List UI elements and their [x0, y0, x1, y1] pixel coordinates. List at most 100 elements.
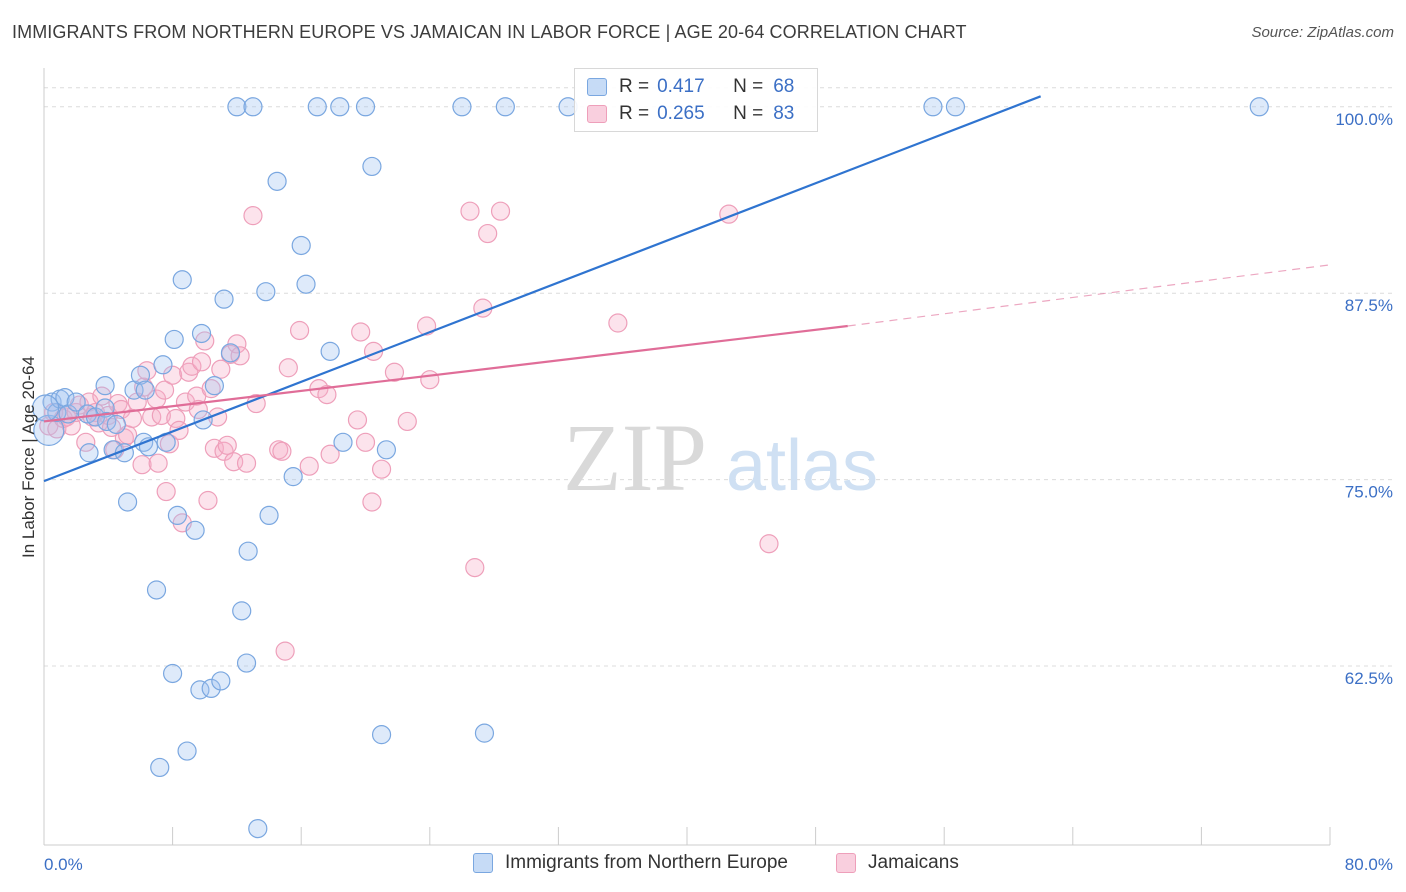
data-point-northern-europe	[106, 414, 126, 435]
data-point-northern-europe	[452, 97, 472, 117]
legend-item-label: Immigrants from Northern Europe	[505, 852, 788, 873]
legend-row-northern-europe: R = 0.417 N = 68	[587, 74, 794, 100]
data-point-jamaicans	[384, 362, 405, 382]
trend-line-northern-europe	[43, 95, 1042, 483]
legend-swatch-pink	[587, 105, 607, 123]
data-point-jamaicans	[460, 201, 480, 221]
trend-lines	[43, 95, 1331, 483]
data-point-northern-europe	[185, 520, 205, 540]
trend-extension-jamaicans	[847, 264, 1331, 327]
data-point-northern-europe	[474, 723, 495, 743]
data-point-northern-europe	[204, 376, 224, 396]
data-point-jamaicans	[76, 432, 96, 452]
data-point-northern-europe	[333, 432, 353, 452]
data-point-northern-europe	[153, 355, 173, 375]
data-point-jamaicans	[132, 455, 152, 475]
data-point-northern-europe	[214, 289, 234, 309]
data-point-northern-europe	[236, 653, 257, 673]
data-point-jamaicans	[317, 385, 337, 405]
data-point-jamaicans	[608, 313, 628, 333]
data-point-jamaicans	[191, 352, 212, 372]
data-point-jamaicans	[289, 320, 310, 341]
data-point-jamaicans	[420, 370, 440, 390]
data-point-northern-europe	[495, 97, 515, 117]
data-point-northern-europe	[945, 97, 966, 117]
data-point-northern-europe	[307, 97, 327, 117]
data-point-northern-europe	[191, 323, 212, 344]
legend-item-northern-europe: Immigrants from Northern Europe	[473, 852, 788, 874]
legend-r-label: R =	[619, 103, 650, 124]
data-point-jamaicans	[148, 453, 168, 473]
data-point-jamaicans	[211, 359, 231, 379]
stats-legend: R = 0.417 N = 68 R = 0.265 N = 83	[574, 68, 818, 132]
data-point-jamaicans	[217, 435, 237, 455]
data-point-jamaicans	[201, 379, 221, 399]
legend-r-value: 0.265	[657, 103, 705, 124]
data-point-northern-europe	[232, 601, 252, 621]
data-point-jamaicans	[159, 434, 179, 454]
data-point-northern-europe	[330, 97, 350, 117]
data-point-jamaicans	[243, 206, 263, 226]
data-point-jamaicans	[362, 492, 382, 512]
y-tick-label: 87.5%	[1345, 296, 1393, 315]
legend-item-label: Jamaicans	[868, 852, 959, 873]
data-point-jamaicans	[163, 365, 183, 385]
data-point-jamaicans	[351, 322, 371, 342]
data-point-northern-europe	[296, 274, 316, 294]
data-point-jamaicans	[465, 558, 485, 578]
chart-title: IMMIGRANTS FROM NORTHERN EUROPE VS JAMAI…	[12, 22, 967, 42]
y-axis-label: In Labor Force | Age 20-64	[19, 356, 38, 558]
data-point-jamaicans	[156, 481, 176, 502]
data-point-jamaicans	[179, 362, 199, 382]
data-point-jamaicans	[759, 534, 779, 554]
data-point-northern-europe	[238, 541, 258, 561]
data-point-jamaicans	[236, 453, 257, 473]
x-tick-label-max: 80.0%	[1345, 855, 1393, 874]
data-point-northern-europe	[117, 492, 138, 512]
data-point-northern-europe	[320, 341, 340, 361]
data-point-northern-europe	[172, 270, 192, 290]
data-point-jamaicans	[478, 223, 498, 244]
data-point-jamaicans	[355, 432, 376, 452]
data-point-jamaicans	[166, 408, 186, 429]
data-point-jamaicans	[269, 440, 289, 460]
data-point-northern-europe	[220, 343, 241, 363]
data-point-jamaicans	[320, 444, 340, 464]
data-point-northern-europe	[355, 97, 376, 117]
data-point-northern-europe	[371, 725, 392, 745]
watermark-atlas: atlas	[726, 426, 878, 506]
x-tick-label-min: 0.0%	[44, 855, 83, 874]
data-point-northern-europe	[248, 818, 268, 839]
data-point-jamaicans	[214, 441, 234, 461]
data-point-northern-europe	[167, 505, 188, 526]
legend-swatch-pink	[836, 853, 856, 873]
data-point-northern-europe	[55, 387, 75, 408]
data-point-jamaicans	[188, 399, 208, 420]
data-point-northern-europe	[243, 97, 263, 117]
data-point-northern-europe	[150, 757, 170, 778]
data-point-northern-europe	[146, 580, 167, 600]
data-point-northern-europe	[163, 663, 183, 684]
legend-swatch-blue	[587, 78, 607, 96]
legend-n-label: N =	[733, 103, 764, 124]
data-point-northern-europe	[283, 467, 303, 487]
data-point-northern-europe	[79, 443, 99, 463]
data-point-northern-europe	[267, 171, 287, 191]
legend-n-label: N =	[733, 76, 764, 97]
legend-item-jamaicans: Jamaicans	[836, 852, 959, 874]
data-point-northern-europe	[227, 97, 247, 117]
data-point-jamaicans	[278, 358, 298, 378]
data-point-northern-europe	[177, 741, 197, 761]
axes	[43, 68, 1331, 846]
legend-row-jamaicans: R = 0.265 N = 83	[587, 101, 794, 127]
data-point-northern-europe	[362, 156, 382, 177]
watermark: ZIP	[563, 404, 707, 511]
legend-swatch-blue	[473, 853, 493, 873]
data-point-northern-europe	[259, 505, 279, 526]
data-point-jamaicans	[198, 490, 218, 511]
data-point-northern-europe	[130, 365, 151, 385]
legend-r-label: R =	[619, 76, 650, 97]
gridlines	[44, 87, 1392, 667]
data-point-northern-europe	[211, 671, 231, 691]
data-point-jamaicans	[182, 356, 202, 376]
